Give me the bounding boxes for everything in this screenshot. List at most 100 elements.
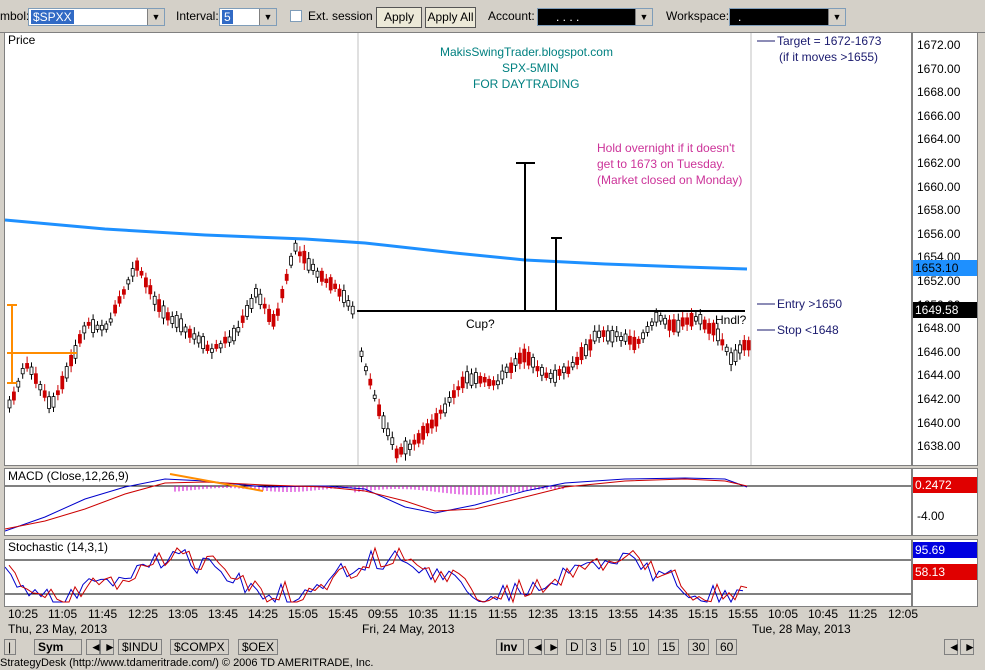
candle: [738, 344, 742, 354]
price-tick-label: 1672.00: [917, 38, 961, 52]
arrow-right-icon[interactable]: ►: [544, 639, 560, 655]
candle: [663, 317, 667, 325]
candle: [95, 324, 100, 330]
stochastic-pane[interactable]: Stochastic (14,3,1): [4, 539, 912, 607]
watermark-line-3: FOR DAYTRADING: [473, 77, 580, 91]
time-tick-label: 12:35: [528, 607, 559, 621]
price-tick-label: 1656.00: [917, 226, 961, 241]
price-tick-label: 1642.00: [917, 392, 961, 406]
time-tick-label: 15:45: [328, 607, 359, 621]
tab-oex[interactable]: $OEX: [238, 639, 279, 655]
price-tick-label: 1658.00: [917, 203, 961, 218]
candle: [56, 390, 60, 396]
candle: [148, 285, 153, 295]
candle: [601, 330, 606, 337]
account-select[interactable]: . . . . ▼: [537, 8, 653, 26]
candle: [495, 380, 500, 386]
tab-indu[interactable]: $INDU: [118, 639, 163, 655]
ext-session-checkbox[interactable]: [290, 10, 302, 22]
stochastic-axis: 95.69 58.13: [912, 539, 978, 607]
tab-daily[interactable]: D: [566, 639, 583, 655]
candle: [456, 386, 461, 391]
chevron-down-icon[interactable]: ▼: [635, 9, 652, 25]
arrow-right-icon[interactable]: ►: [960, 639, 976, 655]
price-tick-label: 1638.00: [917, 439, 961, 454]
arrow-left-icon[interactable]: ◄: [528, 639, 544, 655]
workspace-value: .: [738, 10, 742, 24]
candle: [258, 293, 263, 306]
candle: [570, 362, 575, 368]
tab-15min[interactable]: 15: [658, 639, 680, 655]
candle: [130, 268, 135, 277]
candle: [562, 366, 566, 374]
candle: [280, 288, 285, 299]
macd-chart: [5, 473, 911, 532]
date-label-1: Thu, 23 May, 2013: [8, 622, 108, 636]
arrow-right-icon[interactable]: ►: [100, 639, 116, 655]
candle: [685, 317, 689, 325]
time-tick-label: 14:25: [248, 607, 279, 621]
candle: [513, 358, 518, 366]
candle: [654, 311, 659, 323]
interval-select[interactable]: 5 ▼: [219, 8, 277, 26]
chevron-down-icon[interactable]: ▼: [147, 9, 164, 25]
symbol-input[interactable]: $SPXX ▼: [28, 8, 165, 26]
candle: [218, 343, 223, 349]
candle: [702, 319, 707, 330]
tab-60min[interactable]: 60: [716, 639, 738, 655]
time-tick-label: 13:05: [168, 607, 199, 621]
tab-3min[interactable]: 3: [586, 639, 601, 655]
apply-button[interactable]: Apply: [376, 7, 422, 28]
tab-inv[interactable]: Inv: [496, 639, 524, 655]
tab-30min[interactable]: 30: [688, 639, 710, 655]
workspace-select[interactable]: . ▼: [729, 8, 846, 26]
arrow-left-icon[interactable]: ◄: [944, 639, 960, 655]
candle: [64, 366, 69, 379]
macd-pane[interactable]: MACD (Close,12,26,9): [4, 468, 912, 536]
candle: [487, 378, 492, 387]
arrow-left-icon[interactable]: ◄: [86, 639, 102, 655]
candle: [78, 334, 82, 344]
candle: [333, 283, 338, 289]
candle: [231, 327, 236, 342]
symbol-value: $SPXX: [31, 10, 74, 24]
entry-label: Entry >1650: [777, 297, 843, 311]
price-tick-label: 1660.00: [917, 179, 961, 194]
tab-5min[interactable]: 5: [606, 639, 621, 655]
macd-tick: -4.00: [917, 509, 945, 523]
candle: [262, 303, 267, 309]
candle: [306, 258, 311, 271]
candle: [170, 316, 175, 324]
price-chart-pane[interactable]: Price MakisSwingTrader.blogspot.com SPX-…: [4, 32, 912, 466]
chevron-down-icon[interactable]: ▼: [828, 9, 845, 25]
target-label: Target = 1672-1673: [777, 34, 882, 48]
candle: [7, 399, 12, 409]
chevron-down-icon[interactable]: ▼: [259, 9, 276, 25]
candle: [201, 336, 206, 349]
candle: [425, 423, 430, 434]
apply-all-button[interactable]: Apply All: [425, 7, 476, 28]
price-tick-label: 1652.00: [917, 274, 961, 288]
time-tick-label: 13:15: [568, 607, 599, 621]
candle: [377, 404, 382, 417]
candle: [438, 409, 443, 414]
tab-10min[interactable]: 10: [628, 639, 650, 655]
scroll-start-button[interactable]: |: [4, 639, 16, 655]
time-tick-label: 12:25: [128, 607, 159, 621]
tab-compx[interactable]: $COMPX: [170, 639, 229, 655]
candle: [25, 363, 30, 369]
candle: [236, 327, 241, 333]
tab-sym[interactable]: Sym: [34, 639, 82, 655]
candle: [504, 366, 509, 373]
candle: [553, 369, 557, 383]
candle: [412, 439, 417, 445]
price-tick-label: 1668.00: [917, 85, 961, 100]
ma-value-tag: 1653.10: [913, 260, 977, 276]
candle: [91, 319, 95, 333]
candle: [610, 330, 615, 343]
candle: [311, 263, 316, 271]
candle: [592, 330, 597, 342]
time-tick-label: 10:25: [8, 607, 39, 621]
candle: [346, 300, 351, 307]
candle: [328, 277, 333, 291]
